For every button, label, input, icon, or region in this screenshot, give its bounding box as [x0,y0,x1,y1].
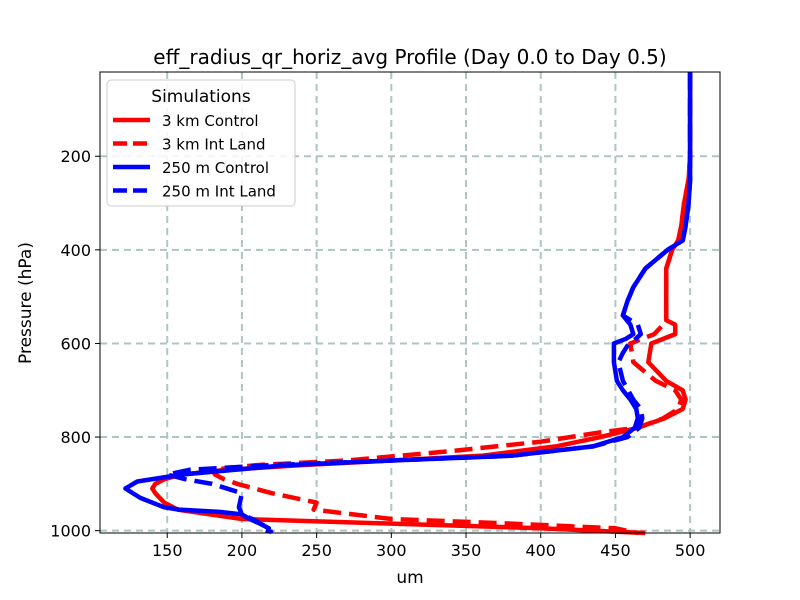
legend-entry-label: 250 m Int Land [162,183,276,201]
x-tick-label: 400 [525,541,556,560]
y-tick-label: 1000 [50,522,91,541]
x-tick-label: 200 [227,541,258,560]
chart-title: eff_radius_qr_horiz_avg Profile (Day 0.0… [153,45,666,69]
legend: Simulations 3 km Control 3 km Int Land 250… [106,79,296,207]
x-tick-label: 300 [376,541,407,560]
x-tick-label: 250 [301,541,332,560]
legend-entry-label: 3 km Control [162,112,259,130]
y-tick-label: 800 [60,428,91,447]
x-tick-label: 150 [152,541,183,560]
legend-entry-label: 3 km Int Land [162,136,266,154]
x-tick-label: 500 [675,541,706,560]
x-tick-label: 450 [600,541,631,560]
legend-box [106,79,296,207]
x-tick-label: 350 [451,541,482,560]
y-tick-label: 400 [60,241,91,260]
series-line [164,72,693,535]
y-axis-label: Pressure (hPa) [16,242,36,364]
plot-frame [99,71,721,534]
legend-entries: 3 km Control 3 km Int Land 250 m Control 25… [113,112,276,201]
y-tick-label: 600 [60,334,91,353]
y-tick-label: 200 [60,147,91,166]
series-line [123,72,693,534]
series-layer [123,72,693,536]
x-axis-label: um [396,568,423,588]
legend-title: Simulations [151,87,251,107]
tick-layer: 150 200 250 300 350 400 450 500 200 400 600 800 1000 [50,147,705,560]
legend-entry-label: 250 m Control [162,159,269,177]
